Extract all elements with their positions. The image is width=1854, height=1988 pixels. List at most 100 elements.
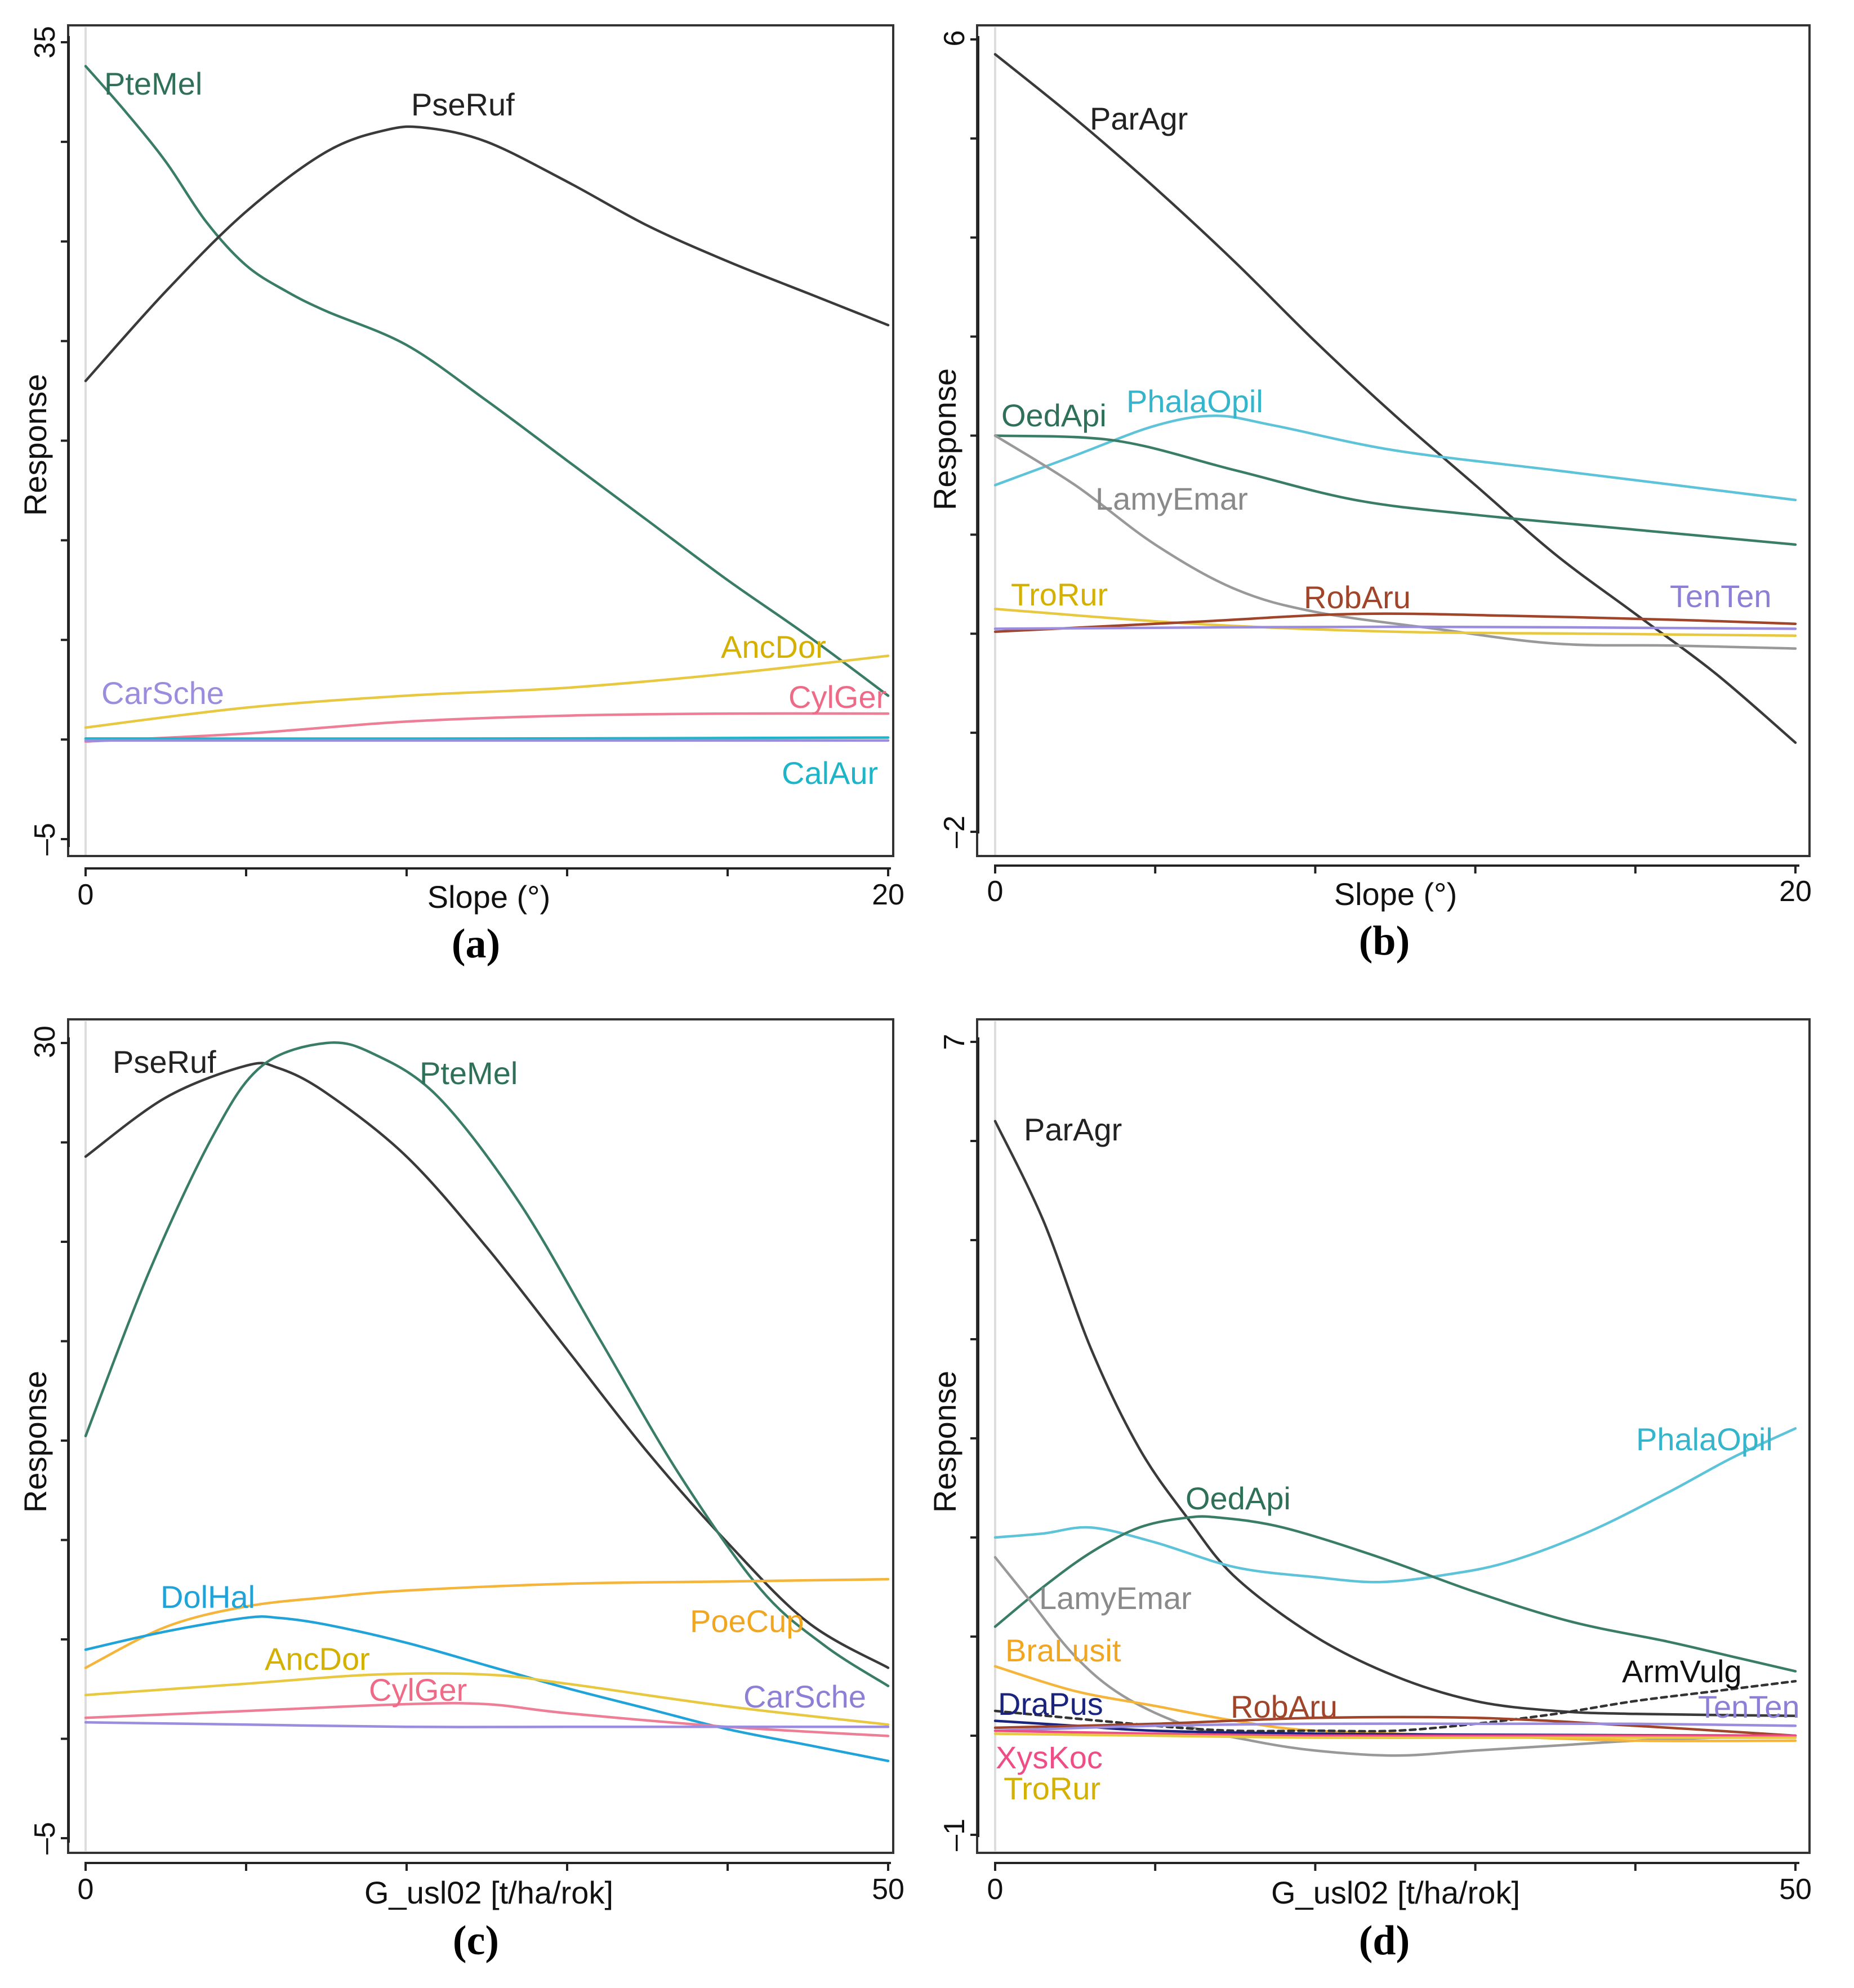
y-axis-title: Response — [927, 368, 962, 510]
y-tick-label-top: 35 — [29, 26, 61, 59]
y-tickmarks — [61, 41, 69, 840]
y-tick-label-top: 7 — [938, 1034, 971, 1050]
panel-letter: (a) — [452, 921, 500, 967]
x-tick-label-right: 20 — [872, 879, 904, 911]
y-tick-label-bottom: –5 — [29, 1822, 61, 1855]
panel-letter: (c) — [453, 1918, 499, 1964]
series-line-carsche — [84, 1721, 890, 1728]
x-tick-label-left: 0 — [78, 1873, 94, 1906]
panel-a: 35 –5 0 20 Slope (°) Response (a) PteMel… — [17, 24, 904, 967]
series-label-bralusit: BraLusit — [1005, 1633, 1121, 1668]
series-line-phalaopil — [993, 1427, 1797, 1584]
series-label-dolhal: DolHal — [161, 1579, 255, 1615]
series-line-tenten — [993, 625, 1797, 630]
series-label-tenten: TenTen — [1670, 578, 1772, 614]
series-line-phalaopil — [993, 414, 1797, 502]
series-label-robaru: RobAru — [1304, 580, 1411, 615]
series-label-ancdor: AncDor — [721, 629, 826, 665]
series-line-calaur — [84, 736, 890, 740]
y-tick-label-top: 30 — [29, 1026, 61, 1058]
x-tickmarks — [84, 868, 889, 876]
series-line-lamyemar — [993, 434, 1797, 650]
panel-c: 30 –5 0 50 G_usl02 [t/ha/rok] Response (… — [17, 1018, 904, 1964]
x-tick-label-right: 50 — [872, 1873, 904, 1906]
series-label-trorur: TroRur — [1011, 577, 1108, 612]
series-label-xyskoc: XysKoc — [996, 1740, 1103, 1775]
series-label-pseruf: PseRuf — [113, 1044, 216, 1080]
series-line-xyskoc — [993, 1729, 1797, 1737]
series-line-ptemel — [84, 65, 890, 697]
x-tickmarks — [994, 1863, 1797, 1871]
y-axis-title: Response — [927, 1371, 962, 1513]
series-label-oedapi: OedApi — [1186, 1481, 1291, 1516]
series-lines — [84, 1041, 890, 1763]
series-line-cylger — [84, 712, 890, 743]
panel-b: 6 –2 0 20 Slope (°) Response (b) ParAgr … — [927, 24, 1812, 964]
panel-letter: (b) — [1359, 918, 1410, 964]
x-tick-label-left: 0 — [987, 1873, 1004, 1906]
x-axis-title: Slope (°) — [427, 879, 550, 915]
series-label-armvulg: ArmVulg — [1622, 1653, 1742, 1689]
series-line-oedapi — [993, 1515, 1797, 1673]
series-lines — [993, 53, 1797, 744]
series-line-pseruf — [84, 1062, 890, 1669]
x-tick-label-left: 0 — [78, 879, 94, 911]
x-tickmarks — [994, 866, 1797, 873]
x-tickmarks — [84, 1863, 889, 1871]
series-label-paragr: ParAgr — [1024, 1112, 1122, 1147]
plot-frame — [976, 24, 1811, 857]
y-axis-title: Response — [17, 374, 53, 516]
series-label-lamyemar: LamyEmar — [1095, 481, 1248, 516]
series-line-oedapi — [993, 434, 1797, 546]
series-label-carsche: CarSche — [743, 1679, 866, 1714]
series-lines — [84, 65, 890, 743]
series-line-dolhal — [84, 1615, 890, 1763]
series-label-cylger: CylGer — [788, 679, 886, 715]
y-tick-label-bottom: –2 — [938, 815, 971, 848]
panel-d: 7 –1 0 50 G_usl02 [t/ha/rok] Response (d… — [927, 1018, 1812, 1964]
series-label-carsche: CarSche — [101, 675, 224, 711]
series-line-trorur — [993, 1732, 1797, 1740]
series-label-trorur: TroRur — [1004, 1771, 1100, 1806]
y-tick-label-bottom: –1 — [938, 1818, 971, 1851]
series-line-ancdor — [84, 1672, 890, 1726]
series-label-oedapi: OedApi — [1001, 398, 1107, 433]
x-tick-label-right: 20 — [1779, 875, 1812, 908]
series-lines — [993, 1120, 1797, 1757]
series-label-paragr: ParAgr — [1090, 101, 1188, 136]
x-axis-title: Slope (°) — [1334, 876, 1457, 912]
series-line-ancdor — [84, 654, 890, 729]
series-label-pseruf: PseRuf — [411, 87, 515, 122]
y-tickmarks — [61, 1042, 69, 1839]
series-label-tenten: TenTen — [1698, 1689, 1800, 1724]
x-tick-label-right: 50 — [1779, 1873, 1812, 1906]
panel-letter: (d) — [1359, 1918, 1410, 1964]
x-axis-title: G_usl02 [t/ha/rok] — [364, 1875, 613, 1910]
series-label-phalaopil: PhalaOpil — [1636, 1421, 1773, 1457]
plot-frame — [67, 24, 894, 857]
series-line-paragr — [993, 53, 1797, 744]
series-line-poecup — [84, 1577, 890, 1669]
series-label-robaru: RobAru — [1231, 1689, 1338, 1724]
series-line-ptemel — [84, 1041, 890, 1687]
y-tick-label-bottom: –5 — [29, 823, 61, 855]
y-tickmarks — [970, 38, 978, 833]
series-label-ancdor: AncDor — [265, 1641, 370, 1677]
series-line-tenten — [993, 1722, 1797, 1732]
series-label-drapus: DraPus — [998, 1686, 1103, 1722]
series-label-poecup: PoeCup — [690, 1603, 804, 1639]
series-label-ptemel: PteMel — [104, 66, 202, 101]
series-label-calaur: CalAur — [782, 755, 878, 791]
series-line-paragr — [993, 1120, 1797, 1718]
y-tick-label-top: 6 — [938, 30, 971, 47]
series-line-pseruf — [84, 125, 890, 382]
series-line-robaru — [993, 1715, 1797, 1737]
series-label-lamyemar: LamyEmar — [1039, 1580, 1192, 1616]
x-axis-title: G_usl02 [t/ha/rok] — [1271, 1875, 1520, 1910]
series-label-phalaopil: PhalaOpil — [1126, 384, 1263, 419]
series-line-armvulg — [993, 1679, 1797, 1733]
series-line-robaru — [993, 612, 1797, 633]
series-label-ptemel: PteMel — [420, 1055, 518, 1091]
x-tick-label-left: 0 — [987, 875, 1004, 908]
